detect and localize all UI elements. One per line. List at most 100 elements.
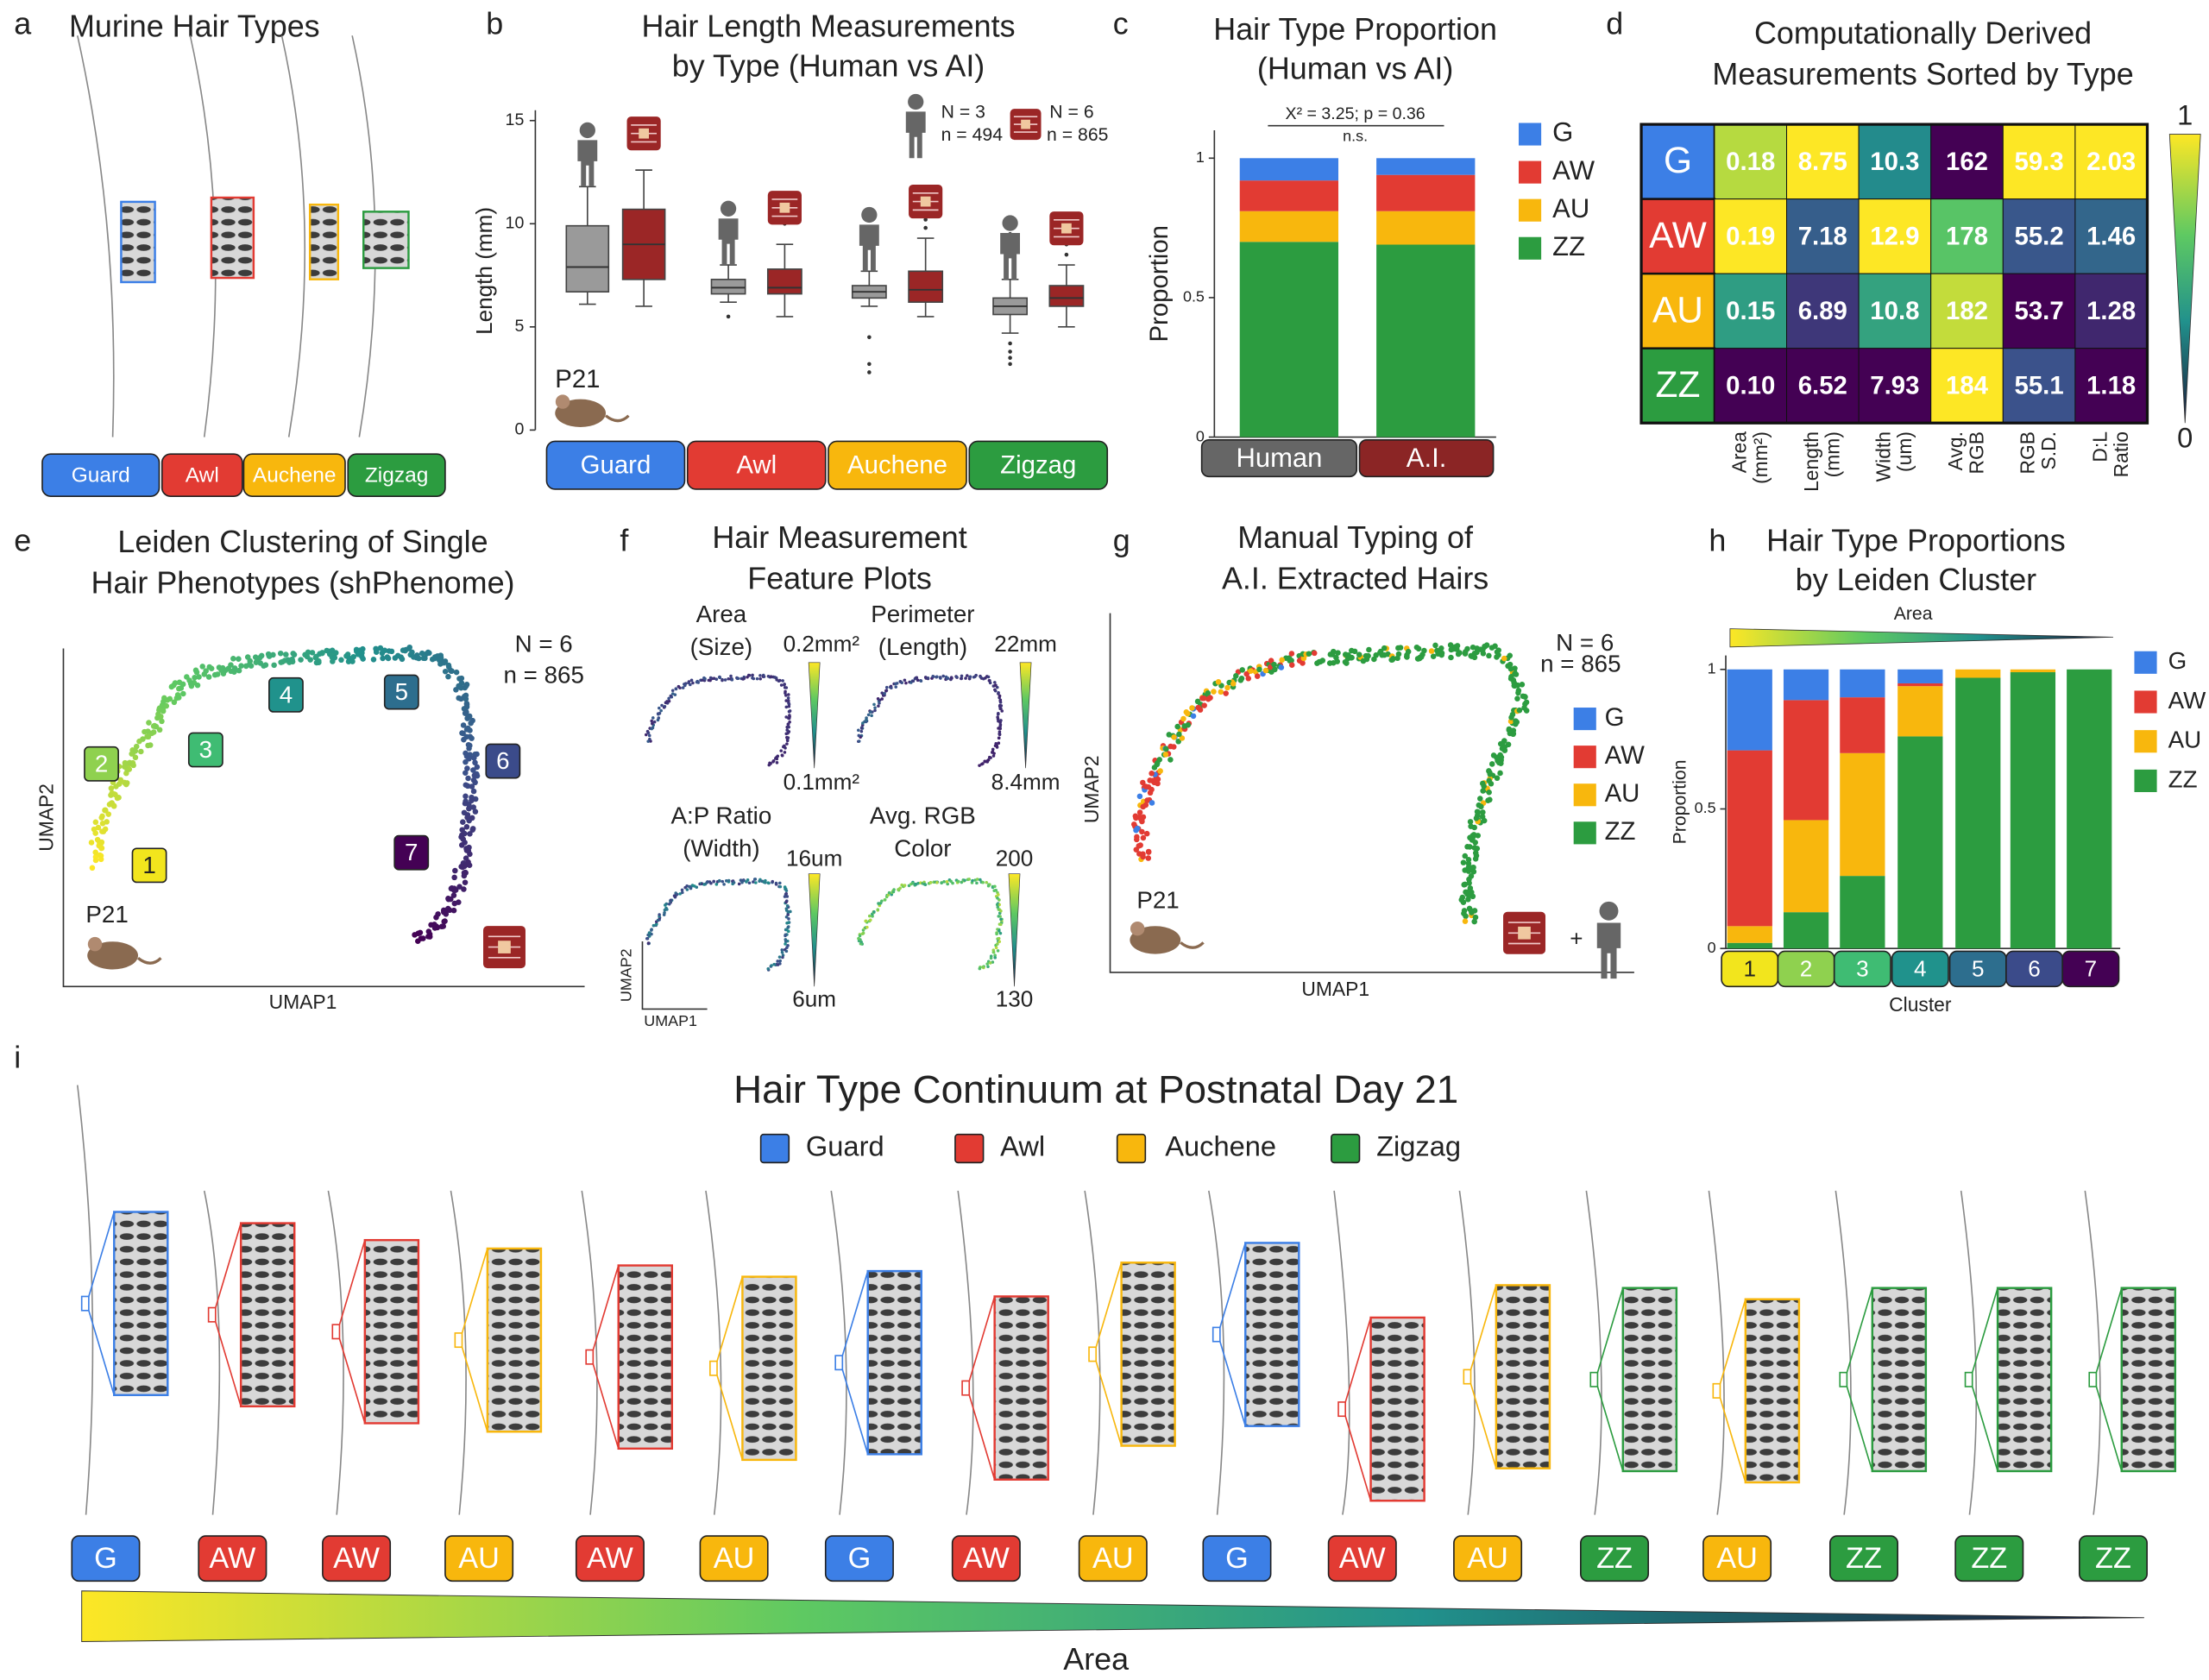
bar-segment — [1376, 158, 1476, 175]
umap-point — [289, 656, 295, 663]
n-label: N = 6 — [1556, 629, 1614, 656]
umap-point — [781, 955, 784, 960]
umap-point — [386, 648, 393, 654]
umap-point — [746, 878, 750, 882]
umap-point — [941, 674, 945, 678]
hair-marker — [1463, 1369, 1472, 1385]
umap-point — [752, 676, 756, 681]
umap-point — [677, 684, 681, 689]
y-axis-label: UMAP2 — [1080, 755, 1103, 823]
bar-segment — [1376, 244, 1476, 437]
umap-point — [764, 878, 767, 883]
umap-point — [92, 849, 98, 856]
cluster-label: 2 — [95, 750, 108, 777]
umap-point — [1497, 770, 1503, 777]
umap-point — [766, 881, 771, 884]
heatmap-cell — [1714, 198, 1788, 274]
umap-point — [998, 940, 1002, 944]
type-button — [575, 1535, 645, 1582]
umap-point — [1195, 704, 1201, 711]
panel-title: Murine Hair Types — [69, 9, 320, 44]
cluster-box — [383, 674, 419, 710]
umap-point — [1233, 673, 1239, 679]
umap-point — [459, 864, 466, 871]
significance: n.s. — [1343, 128, 1368, 145]
panel-title: Hair Type Continuum at Postnatal Day 21 — [733, 1067, 1458, 1111]
umap-point — [1498, 754, 1505, 760]
axis-label: Area — [1063, 1641, 1129, 1677]
umap-point — [946, 676, 950, 680]
type-button — [951, 1535, 1021, 1582]
umap-point — [414, 652, 420, 658]
x-tick-label: Zigzag — [1000, 451, 1076, 480]
umap-point — [153, 723, 160, 730]
outlier — [1008, 341, 1012, 346]
umap-point — [995, 903, 999, 907]
umap-point — [1519, 682, 1526, 688]
umap-point — [1134, 834, 1140, 840]
umap-point — [991, 960, 995, 964]
mouse-icon — [1130, 921, 1145, 936]
feature-title: Color — [894, 834, 951, 861]
x-tick-label: 4 — [1914, 955, 1927, 981]
umap-point — [1223, 690, 1229, 696]
umap-point — [712, 676, 716, 681]
umap-point — [132, 754, 139, 761]
umap-point — [752, 880, 755, 884]
area-gradient — [81, 1590, 2144, 1642]
umap-point — [903, 678, 907, 683]
cluster-label: 5 — [395, 678, 408, 705]
umap-point — [104, 819, 110, 825]
human-icon — [1596, 922, 1621, 979]
umap-point — [787, 730, 791, 733]
umap-point — [877, 902, 880, 905]
bar-segment — [1727, 669, 1772, 751]
chart-title: by Leiden Cluster — [1796, 562, 2036, 597]
umap-point — [996, 905, 1000, 909]
human-icon — [718, 218, 739, 266]
umap-point — [277, 650, 284, 657]
zoom-lines — [1846, 1287, 1873, 1472]
umap-point — [1239, 667, 1246, 673]
umap-point — [305, 649, 312, 656]
cell-label: 7.93 — [1870, 371, 1919, 400]
umap-point — [939, 676, 942, 680]
y-axis-label: UMAP2 — [617, 948, 634, 1002]
umap-point — [1497, 740, 1504, 747]
umap-point — [463, 692, 469, 699]
bar-segment — [1897, 683, 1943, 687]
umap-point — [102, 807, 109, 813]
legend-swatch — [1573, 746, 1596, 769]
umap-point — [97, 852, 104, 859]
legend-label: AW — [1605, 741, 1646, 770]
umap-point — [1145, 855, 1152, 861]
heatmap-cell — [1930, 198, 2004, 274]
umap-point — [784, 900, 788, 904]
panel-title: Feature Plots — [747, 561, 932, 596]
umap-point — [464, 765, 470, 771]
umap-point — [426, 650, 432, 657]
x-tick-label: Human — [1236, 443, 1322, 473]
cluster-box — [268, 676, 304, 713]
hair-image — [741, 1275, 797, 1462]
umap-point — [654, 922, 658, 927]
umap-point — [771, 760, 775, 764]
umap-point — [994, 946, 998, 950]
hair-marker — [1839, 1371, 1848, 1387]
umap-point — [1488, 645, 1495, 651]
panel-label: e — [14, 522, 31, 557]
umap-point — [784, 694, 788, 697]
heatmap-cell — [2074, 198, 2148, 274]
umap-point — [132, 748, 139, 754]
umap-point — [751, 673, 754, 677]
umap-point — [1472, 914, 1479, 921]
umap-point — [784, 942, 787, 946]
umap-point — [904, 681, 908, 685]
umap-point — [140, 736, 146, 742]
cell-label: 0.10 — [1726, 371, 1775, 400]
umap-point — [995, 746, 999, 749]
umap-point — [1501, 655, 1507, 662]
umap-point — [1218, 689, 1224, 695]
zoom-lines — [2095, 1287, 2123, 1472]
umap-point — [872, 909, 876, 914]
